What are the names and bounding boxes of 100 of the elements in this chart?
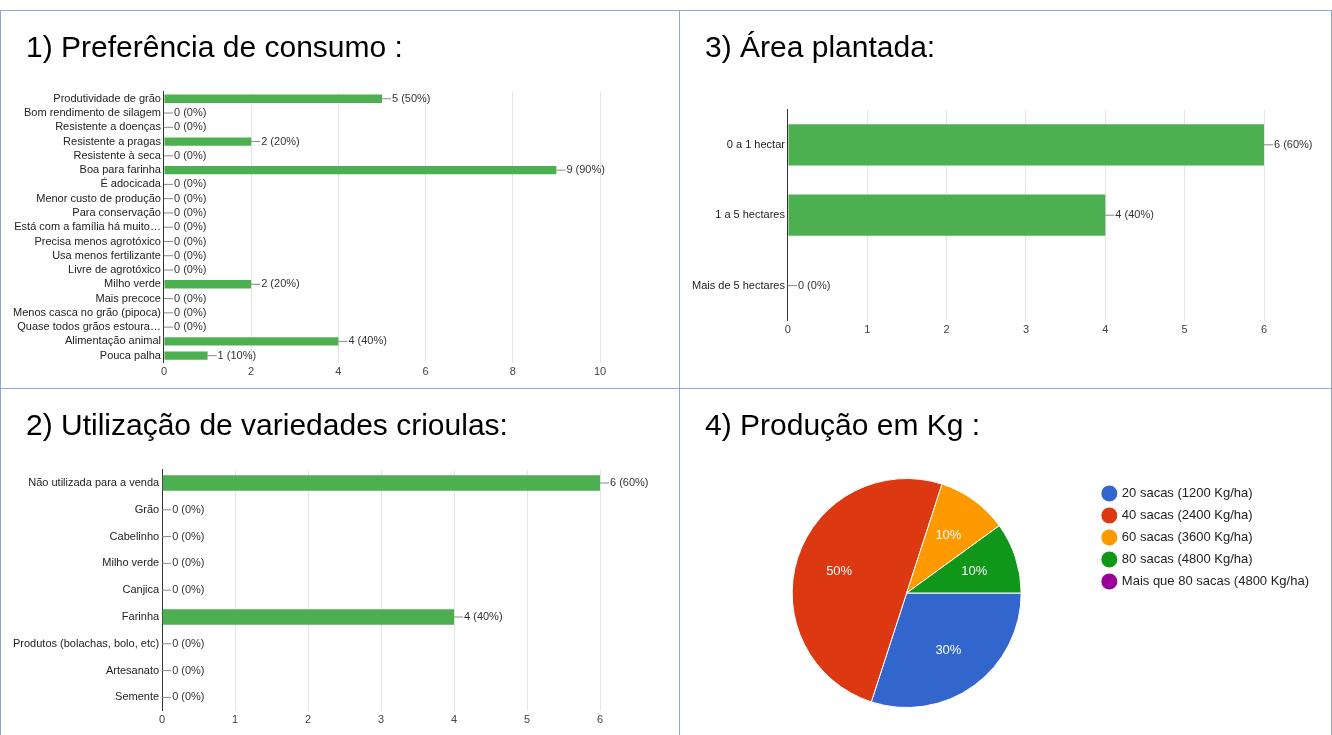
- bar: [164, 94, 382, 103]
- data-label: 0 (0%): [172, 556, 205, 569]
- data-label: 4 (40%): [348, 334, 387, 347]
- y-tick-label: Está com a família há muito…: [14, 220, 161, 233]
- x-tick-label: 4: [1102, 323, 1109, 336]
- y-tick-label: Bom rendimento de silagem: [24, 106, 161, 119]
- data-label: 9 (90%): [566, 163, 605, 176]
- data-label: 6 (60%): [610, 476, 649, 489]
- data-label: 1 (10%): [217, 348, 257, 361]
- x-tick-label: 4: [335, 365, 342, 378]
- y-tick-label: 1 a 5 hectares: [715, 208, 786, 221]
- y-tick-label: Produtividade de grão: [53, 91, 161, 104]
- x-tick-label: 6: [596, 713, 604, 726]
- y-tick-label: Menor custo de produção: [36, 191, 161, 204]
- bar: [164, 351, 208, 360]
- data-label: 0 (0%): [173, 305, 207, 318]
- chart-title: 1) Preferência de consumo :: [26, 30, 403, 64]
- bar: [164, 280, 252, 289]
- data-label: 10%: [961, 562, 988, 578]
- legend-label: 20 sacas (1200 Kg/ha): [1121, 485, 1253, 501]
- data-label: 0 (0%): [173, 234, 207, 247]
- y-tick-label: Produtos (bolachas, bolo, etc): [13, 636, 160, 649]
- y-tick-label: Resistente à seca: [73, 148, 162, 161]
- data-label: 0 (0%): [172, 690, 205, 703]
- data-label: 0 (0%): [173, 205, 207, 218]
- y-tick-label: Não utilizada para a venda: [28, 476, 161, 489]
- data-label: 2 (20%): [261, 277, 300, 290]
- y-tick-label: Milho verde: [104, 277, 161, 290]
- bar: [164, 165, 557, 175]
- y-tick-label: Canjica: [122, 583, 161, 596]
- data-label: 0 (0%): [797, 278, 831, 291]
- chart-title: 3) Área plantada:: [705, 30, 936, 64]
- data-label: 0 (0%): [173, 191, 207, 204]
- x-tick-label: 2: [943, 323, 950, 336]
- bar: [164, 337, 339, 346]
- data-label: 2 (20%): [261, 134, 300, 147]
- chart-title: 2) Utilização de variedades crioulas:: [26, 408, 508, 442]
- data-label: 10%: [935, 527, 962, 543]
- data-label: 5 (50%): [391, 91, 431, 104]
- chart-title: 4) Produção em Kg :: [705, 408, 981, 442]
- data-label: 0 (0%): [173, 320, 207, 333]
- y-tick-label: Grão: [134, 502, 160, 515]
- data-label: 0 (0%): [172, 636, 205, 649]
- data-label: 6 (60%): [1274, 137, 1313, 150]
- x-tick-label: 0: [159, 713, 166, 726]
- data-label: 0 (0%): [172, 529, 205, 542]
- y-tick-label: Mais precoce: [95, 291, 161, 304]
- data-label: 0 (0%): [173, 291, 207, 304]
- y-tick-label: Boa para farinha: [79, 163, 162, 176]
- y-tick-label: Resistente a doenças: [55, 120, 162, 133]
- y-tick-label: Resistente a pragas: [63, 134, 162, 147]
- y-tick-label: Mais de 5 hectares: [692, 278, 786, 291]
- data-label: 0 (0%): [173, 220, 207, 233]
- x-tick-label: 5: [1181, 323, 1188, 336]
- data-label: 4 (40%): [1115, 208, 1154, 221]
- x-tick-label: 8: [509, 365, 516, 378]
- data-label: 30%: [935, 642, 962, 658]
- y-tick-label: Quase todos grãos estoura…: [17, 320, 161, 333]
- data-label: 0 (0%): [172, 583, 205, 596]
- data-label: 0 (0%): [173, 263, 207, 276]
- x-tick-label: 10: [593, 365, 607, 378]
- legend-label: Mais que 80 sacas (4800 Kg/ha): [1121, 573, 1309, 589]
- x-tick-label: 0: [160, 365, 168, 378]
- y-tick-label: Semente: [115, 690, 160, 703]
- y-tick-label: Artesanato: [105, 663, 160, 676]
- x-tick-label: 2: [248, 365, 255, 378]
- y-tick-label: Para conservação: [72, 205, 161, 218]
- x-tick-label: 1: [232, 713, 239, 726]
- data-label: 0 (0%): [173, 120, 207, 133]
- y-tick-label: Pouca palha: [99, 348, 162, 361]
- y-tick-label: 0 a 1 hectar: [726, 137, 786, 150]
- x-tick-label: 6: [422, 365, 429, 378]
- data-label: 50%: [826, 562, 853, 578]
- y-tick-label: Menos casca no grão (pipoca): [13, 305, 161, 318]
- y-tick-label: Livre de agrotóxico: [68, 263, 161, 276]
- y-tick-label: Cabelinho: [109, 529, 160, 542]
- data-label: 0 (0%): [173, 177, 207, 190]
- y-tick-label: Precisa menos agrotóxico: [34, 234, 161, 247]
- data-label: 0 (0%): [173, 106, 207, 119]
- legend-label: 60 sacas (3600 Kg/ha): [1121, 529, 1253, 545]
- y-tick-label: Usa menos fertilizante: [52, 248, 161, 261]
- y-tick-label: Milho verde: [102, 556, 160, 569]
- x-tick-label: 2: [305, 713, 312, 726]
- x-tick-label: 4: [450, 713, 458, 726]
- x-tick-label: 5: [523, 713, 531, 726]
- bar: [164, 137, 252, 146]
- x-tick-label: 3: [378, 713, 385, 726]
- x-tick-label: 6: [1260, 323, 1268, 336]
- x-tick-label: 3: [1022, 323, 1030, 336]
- y-tick-label: É adocicada: [100, 177, 162, 190]
- y-tick-label: Farinha: [121, 610, 161, 623]
- legend-label: 80 sacas (4800 Kg/ha): [1121, 551, 1253, 567]
- x-tick-label: 0: [784, 323, 791, 336]
- data-label: 4 (40%): [464, 610, 503, 623]
- legend-label: 40 sacas (2400 Kg/ha): [1121, 507, 1253, 523]
- y-tick-label: Alimentação animal: [64, 334, 161, 347]
- data-label: 0 (0%): [173, 248, 207, 261]
- data-label: 0 (0%): [173, 148, 207, 161]
- data-label: 0 (0%): [172, 502, 205, 515]
- data-label: 0 (0%): [172, 663, 205, 676]
